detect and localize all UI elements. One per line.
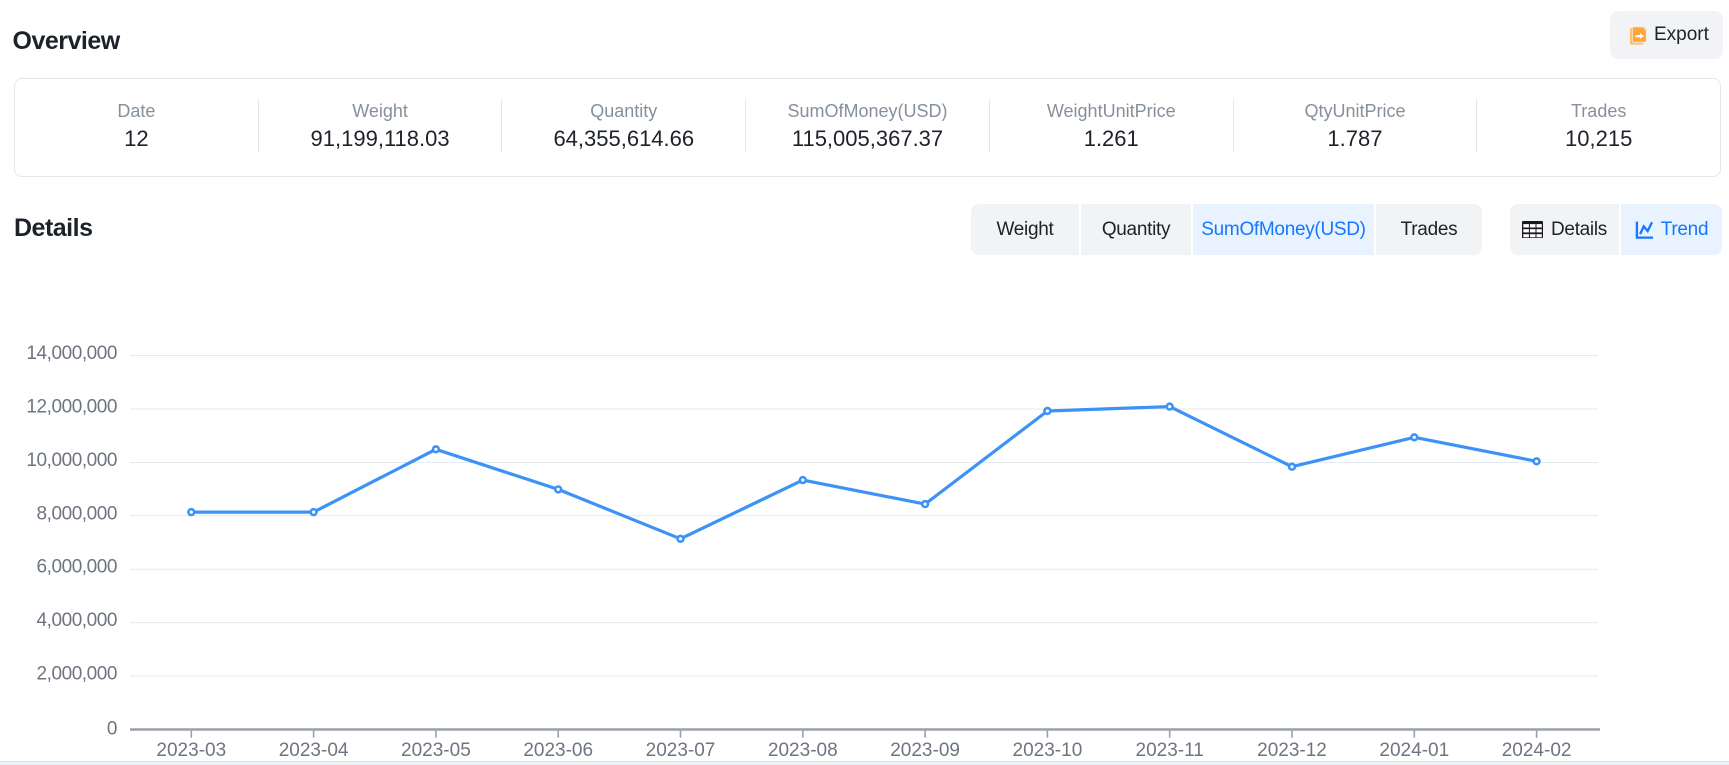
svg-text:8,000,000: 8,000,000 (37, 503, 117, 524)
svg-text:0: 0 (107, 719, 117, 740)
svg-text:2023-12: 2023-12 (1257, 740, 1327, 761)
svg-text:2024-01: 2024-01 (1379, 740, 1449, 761)
svg-text:2023-07: 2023-07 (646, 740, 716, 761)
svg-text:2023-06: 2023-06 (523, 740, 593, 761)
svg-text:2023-05: 2023-05 (401, 740, 471, 761)
svg-text:10,000,000: 10,000,000 (26, 450, 117, 471)
svg-text:2023-08: 2023-08 (768, 740, 838, 761)
svg-text:6,000,000: 6,000,000 (37, 557, 117, 578)
svg-text:2023-10: 2023-10 (1013, 740, 1083, 761)
svg-text:4,000,000: 4,000,000 (37, 610, 117, 631)
svg-text:2023-09: 2023-09 (890, 740, 960, 761)
svg-text:14,000,000: 14,000,000 (26, 343, 117, 364)
svg-text:2023-04: 2023-04 (279, 740, 349, 761)
svg-text:2024-02: 2024-02 (1502, 740, 1572, 761)
svg-text:12,000,000: 12,000,000 (26, 397, 117, 418)
svg-text:2023-11: 2023-11 (1136, 740, 1204, 761)
svg-text:2,000,000: 2,000,000 (37, 664, 117, 685)
svg-text:2023-03: 2023-03 (156, 740, 226, 761)
